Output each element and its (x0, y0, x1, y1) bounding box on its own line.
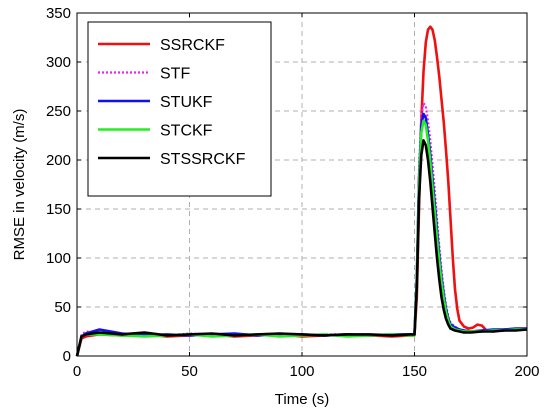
x-axis-label: Time (s) (275, 391, 329, 408)
x-tick-label: 50 (181, 363, 198, 380)
legend-label: STCKF (160, 123, 213, 140)
legend: SSRCKF STF STUKF STCKF STSSRCKF (87, 21, 272, 197)
legend-box (87, 21, 272, 197)
y-tick-label: 300 (46, 54, 71, 71)
y-tick-label: 200 (46, 152, 71, 169)
legend-label: STSSRCKF (160, 151, 246, 168)
y-axis-label: RMSE in velocity (m/s) (11, 109, 28, 261)
x-tick-label: 100 (289, 363, 314, 380)
y-tick-label: 350 (46, 5, 71, 22)
axis-ticks: 0 50 100 150 200 0 50 100 150 200 250 300 350 (46, 5, 540, 380)
legend-label: STUKF (160, 94, 213, 111)
x-tick-label: 0 (73, 363, 81, 380)
legend-label: SSRCKF (160, 37, 225, 54)
y-tick-label: 50 (54, 299, 71, 316)
x-tick-label: 200 (514, 363, 539, 380)
series-lines (75, 25, 528, 357)
legend-label: STF (160, 66, 190, 83)
x-tick-label: 150 (402, 363, 427, 380)
y-tick-label: 150 (46, 201, 71, 218)
series-line-stssrckf (75, 139, 528, 357)
y-tick-label: 250 (46, 103, 71, 120)
y-tick-label: 100 (46, 250, 71, 267)
y-tick-label: 0 (63, 348, 71, 365)
